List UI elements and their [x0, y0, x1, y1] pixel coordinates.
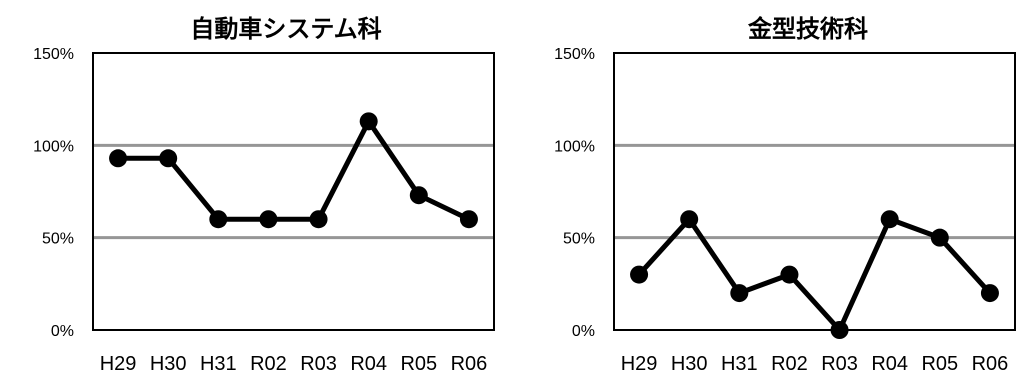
- x-tick-label: R05: [400, 353, 437, 375]
- y-tick-label: 100%: [554, 138, 595, 155]
- x-tick-label: R04: [350, 353, 387, 375]
- plot-border: [613, 52, 1016, 331]
- x-tick-label: R03: [300, 353, 337, 375]
- x-tick-label: H30: [671, 353, 708, 375]
- x-tick-label: H31: [200, 353, 237, 375]
- data-point: [359, 112, 378, 131]
- plot-area: [614, 53, 1015, 330]
- chart-title: 自動車システム科: [190, 15, 381, 43]
- plot-border: [92, 52, 495, 331]
- chart-title: 金型技術科: [747, 15, 868, 43]
- y-tick-label: 50%: [563, 231, 595, 248]
- plot-area: [93, 53, 494, 330]
- x-tick-label: R06: [451, 353, 488, 375]
- y-tick-label: 150%: [33, 46, 74, 63]
- y-tick-label: 100%: [33, 138, 74, 155]
- data-point: [830, 321, 849, 339]
- x-tick-label: R04: [871, 353, 908, 375]
- chart-right: 金型技術科 0% 50% 100% 150% H29 H30 H31 R02 R03 R04 R0…: [518, 0, 1036, 382]
- chart-left: 自動車システム科 0% 50% 100% 150% H29 H30 H31 R02 R03 R0…: [33, 15, 495, 375]
- y-tick-label: 150%: [554, 46, 595, 63]
- data-point: [780, 265, 799, 284]
- data-point: [209, 210, 228, 229]
- x-tick-label: R05: [921, 353, 958, 375]
- line-chart-right: 金型技術科 0% 50% 100% 150% H29 H30 H31 R02 R03 R04 R0…: [554, 15, 1016, 375]
- x-tick-label: R02: [771, 353, 808, 375]
- data-point: [159, 149, 178, 168]
- x-tick-label: H29: [621, 353, 658, 375]
- line-chart-left: 自動車システム科 0% 50% 100% 150% H29 H30 H31 R02 R03 R0…: [33, 15, 495, 375]
- data-point: [880, 210, 899, 229]
- data-point: [980, 284, 999, 303]
- series-line: [118, 116, 471, 222]
- data-point: [730, 284, 749, 303]
- x-tick-label: H31: [721, 353, 758, 375]
- data-point: [409, 186, 428, 205]
- data-point: [109, 149, 128, 168]
- data-point: [680, 210, 699, 229]
- data-point: [259, 210, 278, 229]
- data-point: [309, 210, 328, 229]
- data-point: [459, 210, 478, 229]
- x-tick-label: R02: [250, 353, 287, 375]
- data-point: [630, 265, 649, 284]
- y-tick-label: 0%: [51, 323, 74, 340]
- y-tick-label: 50%: [42, 231, 74, 248]
- x-tick-label: H30: [150, 353, 187, 375]
- y-tick-label: 0%: [572, 323, 595, 340]
- x-tick-label: R06: [972, 353, 1009, 375]
- data-point: [930, 228, 949, 247]
- x-tick-label: R03: [821, 353, 858, 375]
- x-tick-label: H29: [100, 353, 137, 375]
